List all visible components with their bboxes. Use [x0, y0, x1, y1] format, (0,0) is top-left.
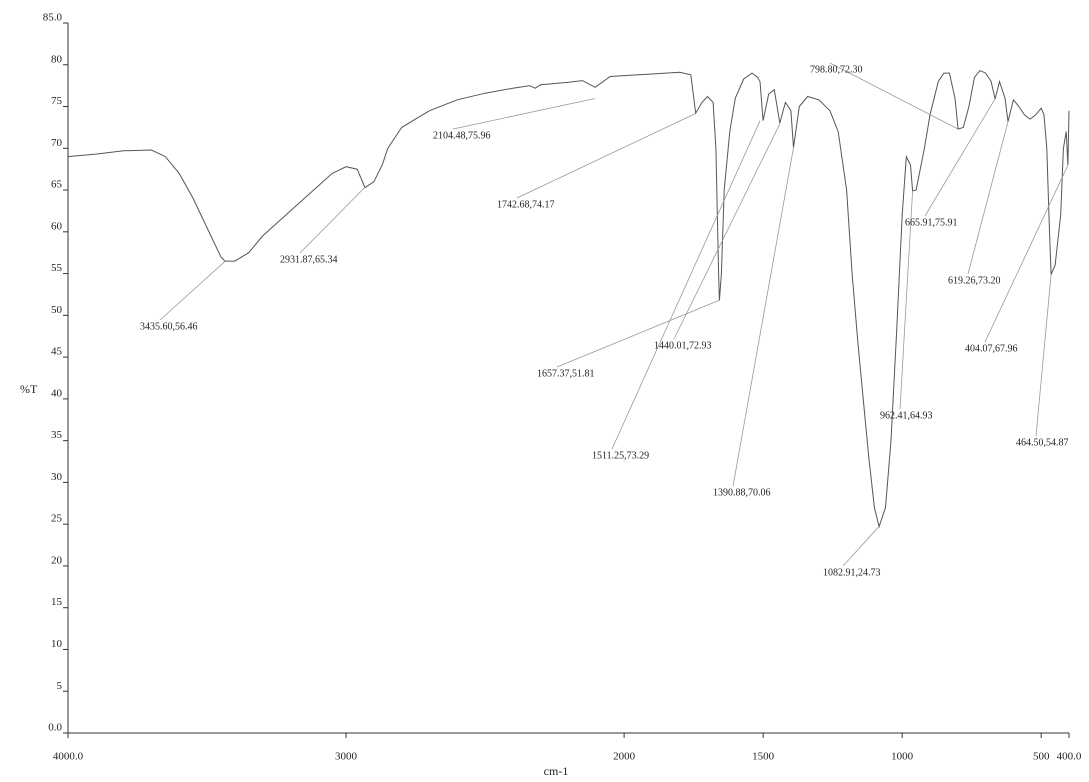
y-axis-label: %T [20, 382, 38, 396]
y-tick-label: 45 [51, 346, 63, 358]
annotation-label: 1657.37,51.81 [537, 368, 595, 379]
annotation-leader [842, 526, 880, 567]
annotation-leader [673, 123, 781, 340]
y-tick-label: 35 [51, 429, 63, 441]
x-tick-label: 4000.0 [53, 751, 84, 763]
annotation-leader [299, 186, 366, 254]
y-tick-label: 0.0 [48, 722, 62, 734]
annotation-leader [984, 165, 1069, 343]
annotation-label: 1440.01,72.93 [654, 340, 712, 351]
annotation-label: 404.07,67.96 [965, 343, 1018, 354]
y-tick-label: 10 [51, 638, 63, 650]
y-tick-label: 15 [51, 596, 63, 608]
y-tick-label: 85.0 [43, 12, 63, 24]
y-tick-label: 40 [51, 387, 63, 399]
annotation-leader [611, 120, 761, 450]
y-tick-label: 50 [51, 304, 63, 316]
y-tick-label: 80 [51, 53, 63, 65]
y-tick-label: 55 [51, 262, 63, 274]
y-tick-label: 25 [51, 513, 63, 525]
annotation-leader [829, 62, 959, 130]
y-tick-label: 75 [51, 95, 63, 107]
annotation-label: 2931.87,65.34 [280, 254, 338, 265]
y-tick-label: 20 [51, 554, 63, 566]
x-tick-label: 500 [1033, 751, 1050, 763]
annotation-leader [732, 147, 794, 487]
annotation-leader [556, 299, 720, 368]
annotation-label: 3435.60,56.46 [140, 321, 198, 332]
annotation-leader [899, 190, 914, 410]
x-tick-label: 1500 [752, 751, 775, 763]
y-tick-label: 65 [51, 179, 63, 191]
y-tick-label: 30 [51, 471, 63, 483]
x-tick-label: 3000 [335, 751, 358, 763]
annotation-leader [924, 98, 996, 217]
annotation-label: 665.91,75.91 [905, 217, 958, 228]
x-tick-label: 1000 [891, 751, 914, 763]
annotation-leader [452, 98, 596, 130]
x-tick-label: 2000 [613, 751, 636, 763]
annotation-leader [1035, 274, 1052, 437]
annotation-label: 798.80,72.30 [810, 64, 863, 75]
annotation-leader [516, 113, 696, 199]
annotation-label: 2104.48,75.96 [433, 130, 491, 141]
spectrum-line [67, 69, 1070, 529]
annotation-label: 464.50,54.87 [1016, 437, 1069, 448]
annotation-label: 619.26,73.20 [948, 275, 1001, 286]
y-tick-label: 60 [51, 220, 63, 232]
annotation-label: 1390.88,70.06 [713, 487, 771, 498]
annotation-label: 1742.68,74.17 [497, 199, 555, 210]
x-tick-label: 400.0 [1057, 751, 1082, 763]
annotation-leader [159, 261, 226, 321]
annotation-label: 1511.25,73.29 [592, 450, 649, 461]
annotation-label: 1082.91,24.73 [823, 567, 881, 578]
x-axis-label: cm-1 [544, 764, 569, 778]
annotation-label: 962.41,64.93 [880, 410, 933, 421]
y-tick-label: 70 [51, 137, 63, 149]
y-tick-label: 5 [57, 680, 63, 692]
annotation-leader [967, 121, 1009, 275]
